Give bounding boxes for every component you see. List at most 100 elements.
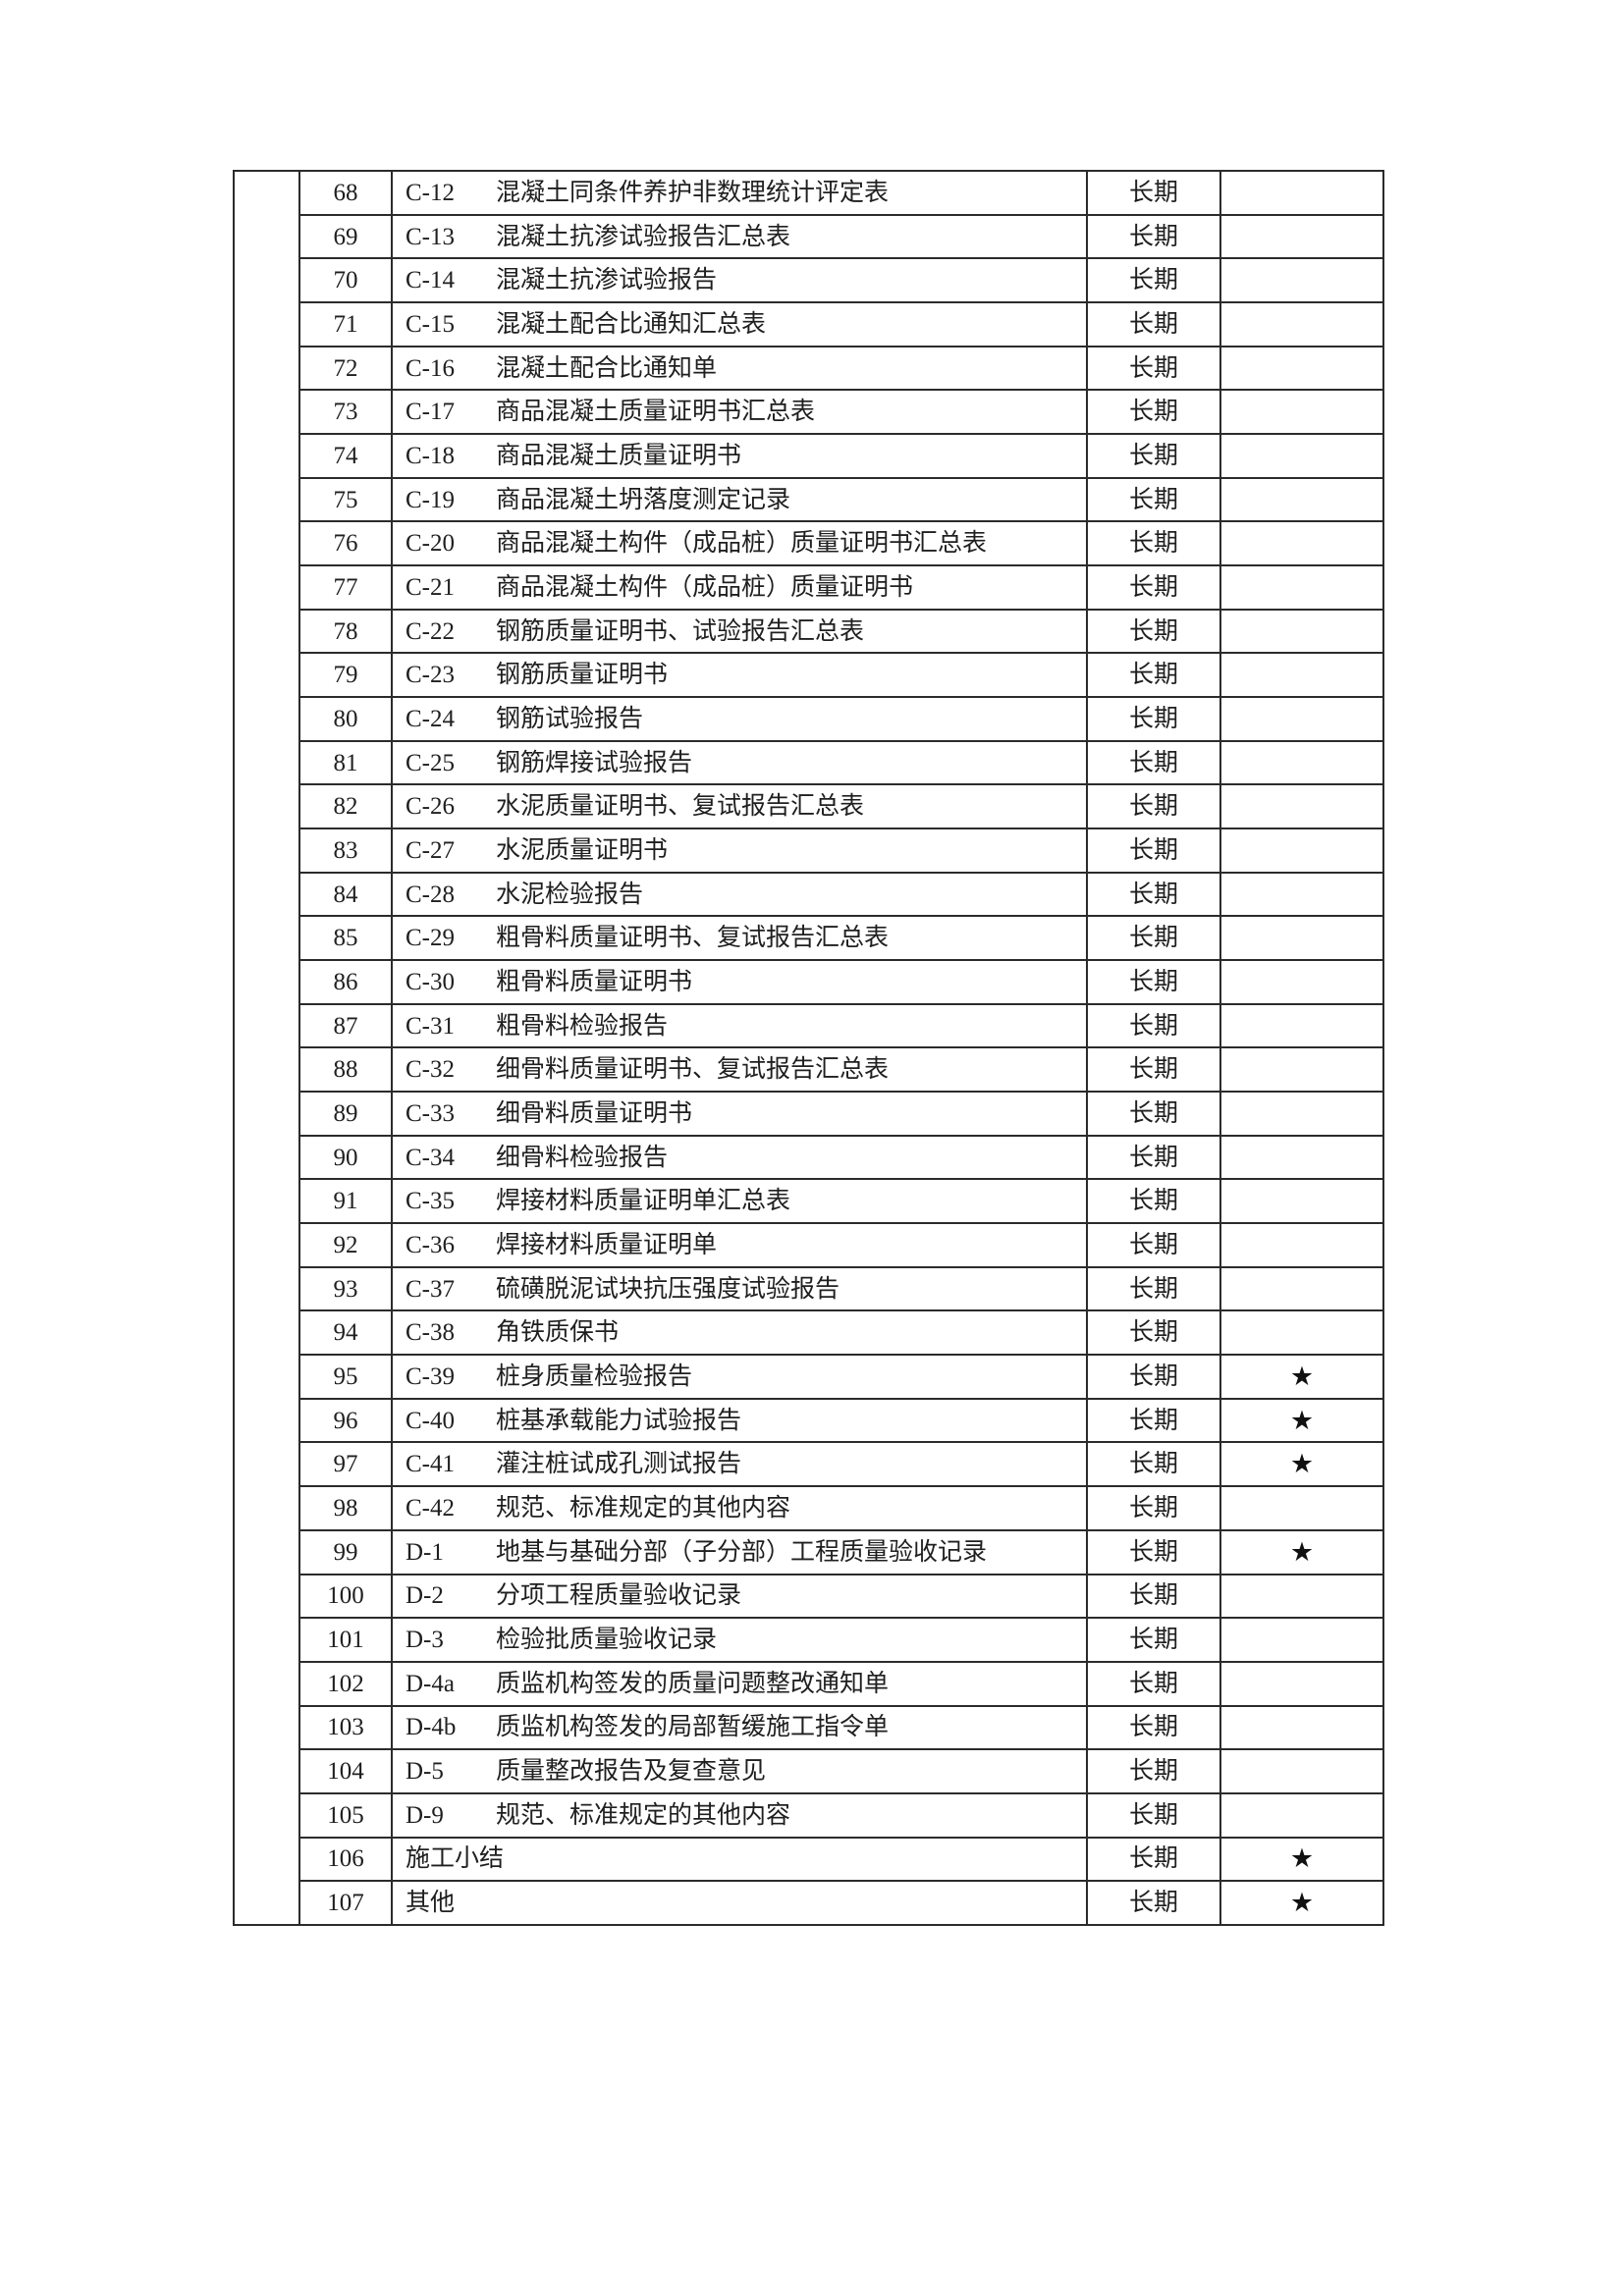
- document-code: C-24: [406, 705, 455, 732]
- row-number: 74: [333, 442, 358, 469]
- row-number: 93: [333, 1275, 358, 1303]
- row-number: 107: [327, 1890, 364, 1917]
- retention-period-cell: 长期: [1088, 1093, 1221, 1135]
- document-title-cell: C-23 钢筋质量证明书: [393, 654, 1088, 697]
- document-code: C-13: [406, 223, 455, 250]
- document-code: C-18: [406, 442, 455, 469]
- retention-period-label: 长期: [1128, 968, 1178, 995]
- row-number: 82: [333, 793, 358, 821]
- archive-contents-table: 68 C-12 混凝土同条件养护非数理统计评定表 长期 69 C-13 混凝土抗…: [233, 170, 1384, 1926]
- row-number: 68: [333, 179, 358, 206]
- star-cell: [1221, 1093, 1382, 1135]
- document-title: 商品混凝土质量证明书: [496, 442, 742, 469]
- document-code: D-3: [406, 1627, 444, 1653]
- star-cell: [1221, 1048, 1382, 1091]
- retention-period-cell: 长期: [1088, 1267, 1221, 1310]
- table-row: 104 D-5 质量整改报告及复查意见 长期: [300, 1748, 1382, 1792]
- row-number: 76: [333, 530, 358, 558]
- document-title: 焊接材料质量证明单汇总表: [496, 1188, 791, 1215]
- document-title-cell: C-28 水泥检验报告: [393, 873, 1088, 916]
- document-title-cell: C-29 粗骨料质量证明书、复试报告汇总表: [393, 917, 1088, 960]
- row-number: 79: [333, 662, 358, 689]
- document-title: 施工小结: [406, 1845, 505, 1873]
- row-number-cell: 101: [300, 1619, 393, 1661]
- row-number-cell: 70: [300, 259, 393, 302]
- retention-period-label: 长期: [1128, 925, 1178, 952]
- row-number: 98: [333, 1494, 358, 1522]
- retention-period-cell: 长期: [1088, 1443, 1221, 1486]
- table-row: 84 C-28 水泥检验报告 长期: [300, 871, 1382, 916]
- row-number: 106: [327, 1845, 364, 1873]
- retention-period-label: 长期: [1128, 573, 1178, 601]
- retention-period-cell: 长期: [1088, 961, 1221, 1003]
- row-number: 72: [333, 354, 358, 382]
- row-number-cell: 81: [300, 741, 393, 784]
- row-number: 73: [333, 399, 358, 426]
- document-code: D-9: [406, 1801, 444, 1829]
- row-number-cell: 98: [300, 1487, 393, 1529]
- star-cell: [1221, 1268, 1382, 1310]
- row-number-cell: 100: [300, 1575, 393, 1618]
- star-cell: [1221, 917, 1382, 959]
- document-title: 钢筋试验报告: [496, 705, 644, 732]
- retention-period-label: 长期: [1128, 399, 1178, 426]
- document-title: 商品混凝土构件（成品桩）质量证明书: [496, 573, 914, 601]
- row-number-cell: 74: [300, 435, 393, 477]
- table-row: 101 D-3 检验批质量验收记录 长期: [300, 1617, 1382, 1661]
- retention-period-label: 长期: [1128, 1714, 1178, 1741]
- table-row: 76 C-20 商品混凝土构件（成品桩）质量证明书汇总表 长期: [300, 520, 1382, 565]
- star-icon: ★: [1289, 1888, 1315, 1918]
- retention-period-label: 长期: [1128, 1451, 1178, 1478]
- retention-period-cell: 长期: [1088, 435, 1221, 477]
- document-title-cell: C-35 焊接材料质量证明单汇总表: [393, 1180, 1088, 1223]
- retention-period-label: 长期: [1128, 1188, 1178, 1215]
- category-spanner-cell: [235, 172, 300, 1924]
- star-cell: [1221, 1794, 1382, 1837]
- document-title-cell: D-2 分项工程质量验收记录: [393, 1575, 1088, 1618]
- row-number-cell: 105: [300, 1793, 393, 1837]
- retention-period-label: 长期: [1128, 1407, 1178, 1434]
- row-number: 80: [333, 705, 358, 732]
- retention-period-cell: 长期: [1088, 1838, 1221, 1881]
- document-title-cell: C-18 商品混凝土质量证明书: [393, 435, 1088, 477]
- document-title-cell: D-4b 质监机构签发的局部暂缓施工指令单: [393, 1706, 1088, 1749]
- document-title-cell: C-33 细骨料质量证明书: [393, 1093, 1088, 1135]
- document-code: C-15: [406, 310, 455, 338]
- document-code: D-5: [406, 1758, 444, 1786]
- retention-period-label: 长期: [1128, 1890, 1178, 1917]
- table-row: 86 C-30 粗骨料质量证明书 长期: [300, 959, 1382, 1003]
- star-cell: [1221, 259, 1382, 301]
- document-title-cell: C-32 细骨料质量证明书、复试报告汇总表: [393, 1048, 1088, 1092]
- retention-period-cell: 长期: [1088, 1136, 1221, 1179]
- document-title-cell: D-1 地基与基础分部（子分部）工程质量验收记录: [393, 1530, 1088, 1574]
- table-row: 72 C-16 混凝土配合比通知单 长期: [300, 345, 1382, 390]
- row-number-cell: 77: [300, 566, 393, 609]
- star-cell: ★: [1221, 1356, 1382, 1398]
- document-title: 商品混凝土质量证明书汇总表: [496, 399, 816, 426]
- document-title-cell: C-27 水泥质量证明书: [393, 829, 1088, 872]
- row-number-cell: 97: [300, 1443, 393, 1486]
- row-number-cell: 80: [300, 698, 393, 740]
- document-code: C-19: [406, 486, 455, 513]
- retention-period-label: 长期: [1128, 354, 1178, 382]
- retention-period-cell: 长期: [1088, 1004, 1221, 1047]
- retention-period-label: 长期: [1128, 1758, 1178, 1786]
- row-number: 105: [327, 1801, 364, 1829]
- row-number-cell: 72: [300, 347, 393, 390]
- row-number: 100: [327, 1582, 364, 1610]
- document-code: C-23: [406, 662, 455, 689]
- retention-period-cell: 长期: [1088, 1180, 1221, 1223]
- table-row: 73 C-17 商品混凝土质量证明书汇总表 长期: [300, 389, 1382, 434]
- document-title-cell: 施工小结: [393, 1838, 1088, 1881]
- row-number: 83: [333, 836, 358, 864]
- document-code: C-31: [406, 1012, 455, 1040]
- document-title-cell: C-15 混凝土配合比通知汇总表: [393, 303, 1088, 346]
- document-code: C-26: [406, 793, 455, 821]
- star-cell: [1221, 1005, 1382, 1047]
- retention-period-label: 长期: [1128, 1099, 1178, 1127]
- star-cell: [1221, 479, 1382, 521]
- retention-period-cell: 长期: [1088, 654, 1221, 697]
- star-cell: [1221, 874, 1382, 916]
- document-code: C-40: [406, 1407, 455, 1434]
